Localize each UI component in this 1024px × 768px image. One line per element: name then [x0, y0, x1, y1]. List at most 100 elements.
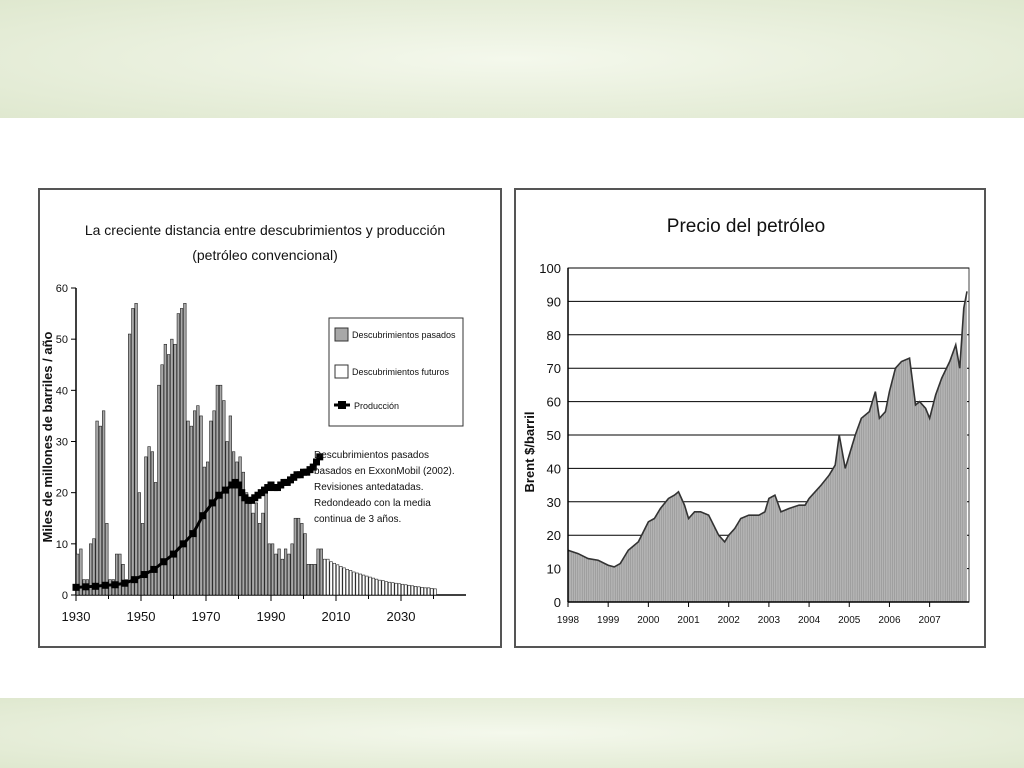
y-axis-label: Miles de millones de barriles / año: [40, 331, 55, 542]
bar-future-discoveries: [322, 558, 327, 596]
bar-future-discoveries: [397, 583, 401, 596]
bar-past-discoveries: [290, 543, 294, 596]
bar-future-discoveries: [410, 585, 414, 596]
bar-past-discoveries: [254, 502, 258, 596]
bar-past-discoveries: [222, 400, 226, 596]
production-point: [238, 489, 246, 497]
chart-title: La creciente distancia entre descubrimie…: [85, 222, 445, 238]
x-tick-label: 2002: [718, 615, 741, 626]
production-point: [131, 576, 138, 584]
bar-past-discoveries: [160, 364, 164, 596]
bar-past-discoveries: [274, 553, 278, 596]
x-tick-label: 2001: [677, 615, 700, 626]
y-tick-label: 30: [56, 437, 68, 449]
bar-future-discoveries: [426, 587, 431, 596]
production-point: [170, 550, 177, 558]
y-tick-label: 50: [547, 428, 561, 443]
bar-past-discoveries: [134, 303, 138, 596]
bar-past-discoveries: [150, 451, 154, 596]
discoveries-production-chart-panel: La creciente distancia entre descubrimie…: [38, 188, 502, 648]
bar-future-discoveries: [326, 558, 330, 596]
bar-past-discoveries: [75, 553, 80, 596]
bar-past-discoveries: [206, 461, 210, 596]
bar-future-discoveries: [339, 566, 343, 596]
bar-past-discoveries: [121, 563, 125, 596]
y-tick-label: 60: [56, 283, 68, 295]
bar-past-discoveries: [189, 425, 193, 596]
production-point: [140, 571, 148, 579]
bar-past-discoveries: [167, 354, 171, 596]
bar-future-discoveries: [371, 577, 375, 596]
production-point: [72, 583, 80, 591]
bar-future-discoveries: [361, 574, 366, 596]
production-point: [179, 540, 187, 548]
bar-future-discoveries: [404, 584, 408, 596]
bar-past-discoveries: [183, 303, 187, 596]
bar-future-discoveries: [391, 582, 395, 596]
bar-past-discoveries: [277, 548, 281, 596]
bar-past-discoveries: [258, 523, 262, 596]
bar-past-discoveries: [101, 410, 106, 596]
production-point: [121, 579, 129, 587]
y-tick-label: 60: [547, 395, 561, 410]
x-tick-label: 2006: [878, 615, 901, 626]
production-point: [209, 499, 216, 507]
bar-past-discoveries: [219, 384, 223, 596]
y-tick-label: 80: [547, 328, 561, 343]
x-tick-label: 2010: [322, 609, 351, 624]
bar-past-discoveries: [232, 451, 236, 596]
bar-future-discoveries: [387, 581, 392, 596]
price-line: [567, 291, 968, 568]
annotation-line-2: basados en ExxonMobil (2002).: [314, 466, 455, 477]
bar-future-discoveries: [329, 561, 333, 596]
x-tick-label: 1930: [62, 609, 91, 624]
annotation-line-4: Redondeado con la media: [314, 498, 431, 509]
bar-past-discoveries: [309, 563, 314, 596]
y-tick-label: 40: [56, 385, 68, 397]
bar-future-discoveries: [365, 575, 369, 596]
y-tick-label: 70: [547, 361, 561, 376]
bar-future-discoveries: [355, 572, 359, 596]
bar-future-discoveries: [374, 578, 379, 596]
top-decorative-band: [0, 0, 1024, 118]
chart-subtitle: (petróleo convencional): [192, 247, 338, 263]
bar-future-discoveries: [332, 562, 336, 596]
bar-future-discoveries: [430, 588, 434, 596]
bar-past-discoveries: [98, 425, 102, 596]
bar-past-discoveries: [108, 579, 112, 596]
y-tick-label: 10: [56, 539, 68, 551]
bar-past-discoveries: [248, 502, 252, 596]
bar-past-discoveries: [313, 563, 317, 596]
bar-past-discoveries: [199, 415, 203, 596]
y-tick-label: 20: [56, 488, 68, 500]
x-tick-label: 2007: [918, 615, 941, 626]
bar-future-discoveries: [417, 586, 421, 596]
production-point: [111, 581, 119, 589]
bar-future-discoveries: [352, 571, 356, 596]
bar-past-discoveries: [173, 343, 177, 596]
bar-past-discoveries: [147, 446, 151, 596]
production-point: [189, 530, 197, 538]
bar-future-discoveries: [348, 570, 353, 596]
y-axis-label: Brent $/barril: [522, 412, 537, 493]
y-tick-label: 100: [539, 261, 561, 276]
oil-price-chart: Precio del petróleo Brent $/barril 0 10 20…: [522, 216, 970, 626]
bar-future-discoveries: [423, 587, 427, 596]
annotation: Descubrimientos pasados basados en Exxon…: [314, 450, 455, 525]
x-tick-label: 2005: [838, 615, 861, 626]
bar-past-discoveries: [144, 456, 148, 596]
production-point: [82, 583, 90, 591]
bar-past-discoveries: [193, 410, 197, 596]
bar-past-discoveries: [251, 512, 255, 596]
y-tick-label: 50: [56, 334, 68, 346]
chart-title: Precio del petróleo: [667, 216, 825, 237]
annotation-line-3: Revisiones antedatadas.: [314, 482, 424, 493]
legend-label-past: Descubrimientos pasados: [352, 330, 456, 340]
bar-past-discoveries: [79, 548, 83, 596]
bar-past-discoveries: [128, 333, 132, 596]
bar-past-discoveries: [319, 548, 323, 596]
bar-past-discoveries: [228, 415, 232, 596]
price-area-fill: [568, 291, 967, 602]
production-point: [150, 565, 158, 573]
bar-past-discoveries: [115, 553, 119, 596]
